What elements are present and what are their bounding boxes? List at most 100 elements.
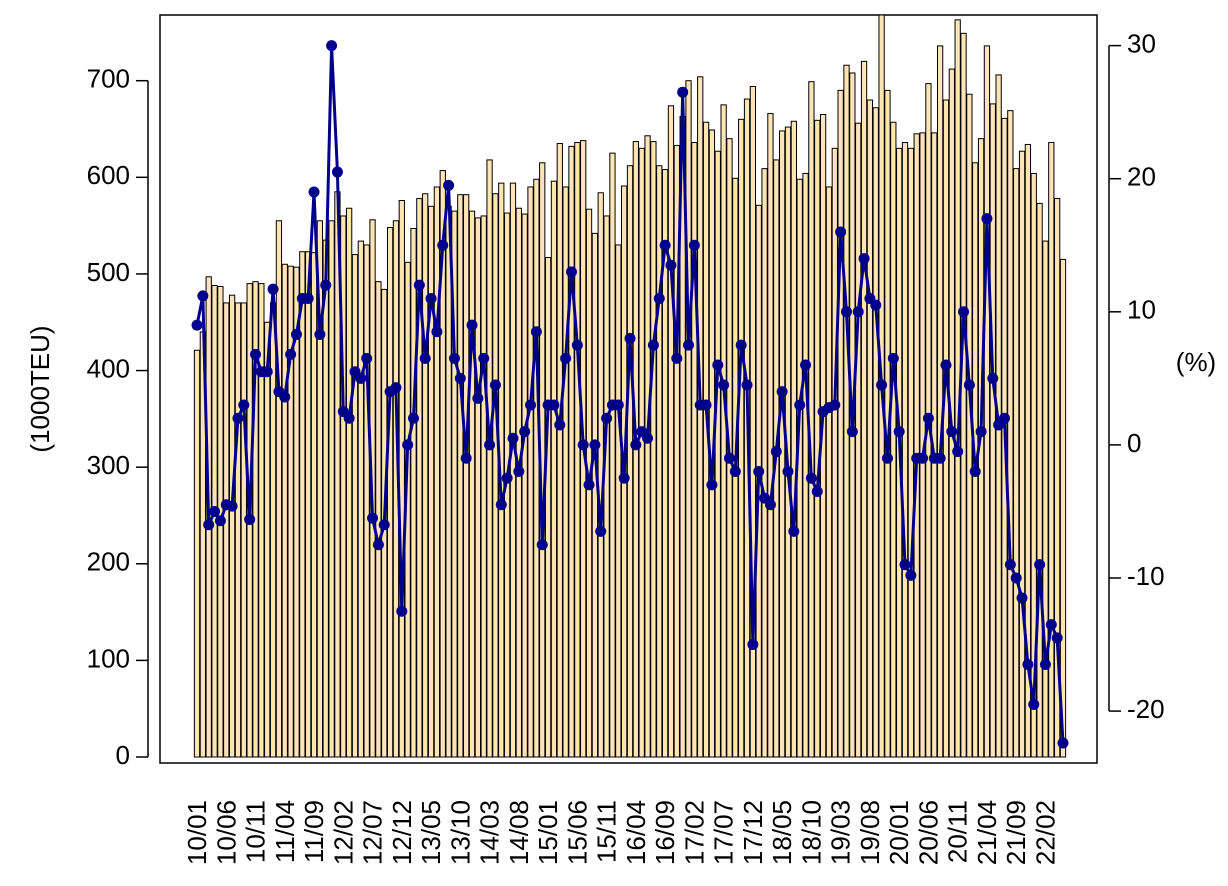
bar xyxy=(427,205,435,758)
bar xyxy=(825,186,833,758)
bar xyxy=(287,265,294,758)
line-point xyxy=(630,439,642,451)
bar xyxy=(661,169,669,758)
line-point xyxy=(940,359,952,371)
line-point xyxy=(659,239,671,251)
line-point xyxy=(706,479,718,491)
bar xyxy=(240,302,247,758)
bar xyxy=(328,220,335,758)
bar xyxy=(293,266,300,758)
bar xyxy=(1054,198,1061,758)
line-point xyxy=(841,306,852,318)
line-point xyxy=(489,379,501,391)
line-point xyxy=(1034,559,1046,571)
x-tick-label: 17/07 xyxy=(709,800,739,865)
line-point xyxy=(788,525,800,537)
bar xyxy=(983,45,991,758)
line-point xyxy=(437,239,449,251)
line-point xyxy=(1028,698,1040,710)
x-tick-label: 12/07 xyxy=(358,800,388,865)
line-point xyxy=(1010,572,1022,584)
line-point xyxy=(454,372,466,384)
line-point xyxy=(583,479,595,491)
line-point xyxy=(250,348,262,360)
y2-tick-label: -10 xyxy=(1127,561,1165,591)
line-point xyxy=(495,499,507,511)
bar xyxy=(644,135,651,758)
bar xyxy=(562,186,569,758)
bar xyxy=(720,104,727,758)
y2-tick-label: 30 xyxy=(1127,28,1156,58)
bar xyxy=(901,142,909,758)
bar xyxy=(866,99,874,758)
line-point xyxy=(402,439,414,451)
line-point xyxy=(917,452,929,464)
x-tick-label: 11/09 xyxy=(299,800,329,863)
line-point xyxy=(887,352,899,364)
line-point xyxy=(448,352,460,364)
bar xyxy=(281,263,288,758)
y-tick-label: 300 xyxy=(87,450,130,480)
bar xyxy=(451,210,458,758)
line-point xyxy=(805,472,817,484)
line-point xyxy=(811,485,823,497)
y2-tick-label: 10 xyxy=(1127,295,1156,325)
bar xyxy=(515,207,522,758)
line-point xyxy=(290,328,302,340)
bar xyxy=(468,210,476,758)
bar xyxy=(738,118,745,758)
bar xyxy=(1013,168,1020,758)
bar xyxy=(410,228,417,758)
x-tick-label: 15/06 xyxy=(562,800,592,865)
y-tick-label: 100 xyxy=(87,643,130,673)
line-point xyxy=(952,446,964,458)
x-tick-label: 17/02 xyxy=(679,800,709,865)
line-point xyxy=(1022,659,1034,671)
bar xyxy=(790,120,797,758)
bar xyxy=(1007,110,1014,758)
line-point xyxy=(723,452,735,464)
line-point xyxy=(525,399,537,411)
bar xyxy=(685,80,692,758)
x-tick-label: 10/01 xyxy=(182,800,212,865)
bar xyxy=(463,194,470,758)
line-point xyxy=(244,513,256,525)
bar xyxy=(936,45,944,758)
line-point xyxy=(355,372,367,384)
x-tick-label: 11/04 xyxy=(270,800,300,863)
line-point xyxy=(396,605,408,617)
line-point xyxy=(378,519,390,531)
bar xyxy=(860,60,868,758)
line-point xyxy=(905,569,917,581)
line-point xyxy=(203,519,215,531)
line-point xyxy=(267,283,279,295)
bar xyxy=(638,147,645,758)
bar xyxy=(275,220,283,758)
bar xyxy=(626,165,634,758)
x-tick-label: 14/03 xyxy=(475,800,505,865)
line-point xyxy=(770,446,782,458)
bar xyxy=(907,147,914,758)
y-tick-label: 500 xyxy=(87,257,130,287)
bar xyxy=(310,252,318,758)
line-point xyxy=(729,466,741,478)
bar xyxy=(667,105,675,758)
line-point xyxy=(688,239,700,251)
line-point xyxy=(560,352,572,364)
x-tick-label: 15/01 xyxy=(533,800,563,865)
bar xyxy=(691,142,698,758)
line-point xyxy=(472,392,484,404)
line-point xyxy=(361,352,373,364)
x-tick-label: 12/12 xyxy=(387,800,417,865)
bar xyxy=(264,321,271,758)
x-tick-label: 22/02 xyxy=(1030,800,1060,865)
line-point xyxy=(794,399,806,411)
line-point xyxy=(261,366,273,378)
line-point xyxy=(624,332,636,344)
x-tick-label: 21/04 xyxy=(972,800,1002,865)
line-point xyxy=(367,512,379,524)
bar xyxy=(574,142,581,758)
x-tick-label: 19/08 xyxy=(855,800,885,865)
line-point xyxy=(1057,737,1069,749)
bar xyxy=(837,89,844,758)
